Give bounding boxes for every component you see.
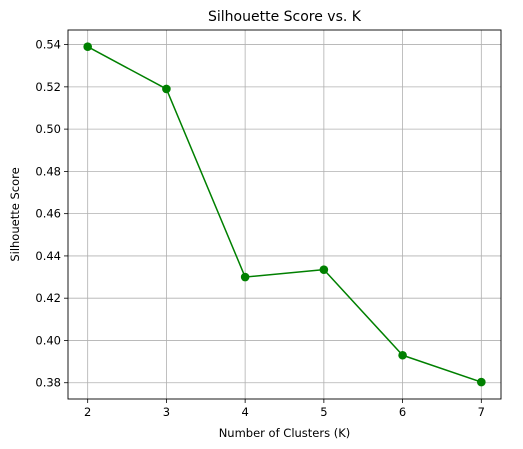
y-tick-label: 0.40 xyxy=(35,333,61,347)
y-axis-label: Silhouette Score xyxy=(8,167,22,261)
series-layer xyxy=(83,42,486,387)
y-tick-label: 0.42 xyxy=(35,291,61,305)
x-axis-ticks: 2 3 4 5 6 7 xyxy=(84,399,485,419)
series-line xyxy=(87,46,482,383)
data-point xyxy=(240,272,250,282)
y-tick-label: 0.48 xyxy=(35,164,61,178)
x-tick-label: 6 xyxy=(399,405,406,419)
y-tick-label: 0.44 xyxy=(35,249,61,263)
y-axis-ticks: 0.38 0.40 0.42 0.44 0.46 0.48 0.50 0.52 0.54 xyxy=(35,38,68,390)
plot-frame xyxy=(67,29,502,400)
y-tick-label: 0.50 xyxy=(35,122,61,136)
y-tick-label: 0.46 xyxy=(35,207,61,221)
x-tick-label: 7 xyxy=(478,405,485,419)
y-tick-label: 0.38 xyxy=(35,376,61,390)
x-tick-label: 3 xyxy=(163,405,170,419)
data-point xyxy=(398,350,407,360)
y-tick-label: 0.52 xyxy=(35,80,61,94)
y-tick-label: 0.54 xyxy=(35,38,61,52)
data-point xyxy=(83,42,92,51)
x-tick-label: 4 xyxy=(241,405,248,419)
data-point xyxy=(477,377,486,387)
x-tick-label: 5 xyxy=(320,405,327,419)
data-point xyxy=(162,84,171,94)
x-tick-label: 2 xyxy=(84,405,91,419)
grid xyxy=(68,30,501,399)
data-point xyxy=(319,265,329,274)
x-axis-label: Number of Clusters (K) xyxy=(219,426,351,440)
chart-title: Silhouette Score vs. K xyxy=(208,9,362,25)
